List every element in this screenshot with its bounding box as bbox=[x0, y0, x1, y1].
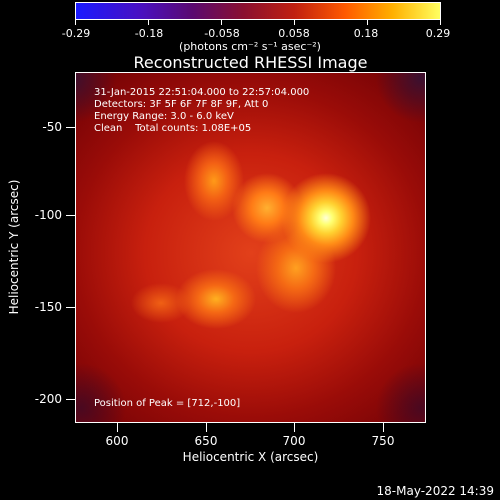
colorbar-tick-label: -0.29 bbox=[61, 27, 91, 40]
energy-range-label: Energy Range: 3.0 - 6.0 keV bbox=[94, 111, 234, 122]
y-tick-label: -50 bbox=[42, 120, 62, 134]
y-tick bbox=[66, 127, 75, 128]
y-tick-label: -200 bbox=[34, 392, 62, 406]
source-peak bbox=[281, 173, 371, 263]
colorbar-tick-label: -0.058 bbox=[204, 27, 240, 40]
x-tick-label: 700 bbox=[282, 434, 306, 448]
x-tick-label: 600 bbox=[105, 434, 129, 448]
x-tick-label: 750 bbox=[371, 434, 395, 448]
clean-counts-label: Clean Total counts: 1.08E+05 bbox=[94, 123, 252, 134]
time-range-label: 31-Jan-2015 22:51:04.000 to 22:57:04.000 bbox=[94, 87, 310, 98]
colorbar-tick bbox=[221, 19, 222, 25]
x-tick bbox=[206, 423, 207, 432]
y-tick bbox=[66, 399, 75, 400]
peak-position-label: Position of Peak = [712,-100] bbox=[94, 398, 241, 409]
colorbar-tick bbox=[440, 19, 441, 25]
y-tick-label: -150 bbox=[34, 300, 62, 314]
colorbar-tick bbox=[294, 19, 295, 25]
y-tick-label: -100 bbox=[34, 208, 62, 222]
colorbar-units: (photons cm⁻² s⁻¹ asec⁻²) bbox=[179, 40, 321, 53]
source-lower-left bbox=[131, 283, 191, 323]
y-tick bbox=[66, 307, 75, 308]
colorbar bbox=[75, 2, 441, 20]
x-tick-label: 650 bbox=[194, 434, 218, 448]
timestamp: 18-May-2022 14:39 bbox=[376, 484, 494, 498]
colorbar-tick-label: 0.18 bbox=[353, 27, 379, 40]
y-tick bbox=[66, 215, 75, 216]
colorbar-tick bbox=[367, 19, 368, 25]
colorbar-tick-label: 0.058 bbox=[278, 27, 310, 40]
colorbar-tick bbox=[75, 19, 76, 25]
plot-title: Reconstructed RHESSI Image bbox=[133, 53, 368, 72]
detectors-label: Detectors: 3F 5F 6F 7F 8F 9F, Att 0 bbox=[94, 99, 269, 110]
rhessi-image: 31-Jan-2015 22:51:04.000 to 22:57:04.000… bbox=[75, 72, 426, 423]
colorbar-tick-label: -0.18 bbox=[134, 27, 164, 40]
x-tick bbox=[294, 423, 295, 432]
colorbar-tick bbox=[148, 19, 149, 25]
image-background-glow bbox=[76, 73, 425, 422]
y-axis-title: Heliocentric Y (arcsec) bbox=[7, 179, 21, 315]
x-tick bbox=[383, 423, 384, 432]
x-axis-title: Heliocentric X (arcsec) bbox=[182, 450, 319, 464]
colorbar-tick-label: 0.29 bbox=[425, 27, 451, 40]
x-tick bbox=[117, 423, 118, 432]
